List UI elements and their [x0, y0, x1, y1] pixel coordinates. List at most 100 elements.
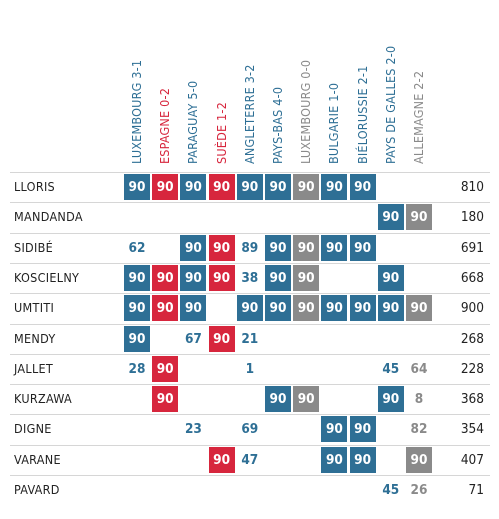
minutes-cell: 90 [124, 325, 150, 352]
minutes-cell: 67 [184, 330, 202, 347]
minutes-cell: 90 [377, 264, 404, 291]
player-name: KURZAWA [14, 391, 73, 407]
player-name: JALLET [14, 360, 54, 376]
minutes-cell: 90 [321, 174, 348, 200]
minutes-cell: 90 [406, 446, 432, 473]
player-name: SIDIBÉ [14, 239, 54, 255]
player-total: 668 [460, 269, 484, 286]
minutes-cell: 90 [152, 174, 179, 200]
player-name: UMTITI [14, 300, 55, 316]
player-name: LLORIS [14, 179, 55, 194]
minutes-cell: 90 [349, 295, 376, 322]
player-total: 900 [460, 300, 484, 317]
player-total: 810 [460, 179, 484, 195]
minutes-cell: 47 [241, 451, 259, 468]
minutes-cell: 90 [180, 174, 207, 200]
minutes-cell: 90 [152, 264, 179, 291]
minutes-cell: 90 [321, 416, 348, 443]
minutes-cell: 62 [128, 239, 146, 256]
minutes-cell: 90 [208, 174, 235, 200]
minutes-cell: 1 [245, 360, 255, 377]
player-name: VARANE [14, 451, 61, 467]
minutes-cell: 28 [128, 360, 146, 377]
minutes-cell: 90 [208, 234, 235, 261]
minutes-cell: 90 [377, 204, 404, 231]
minutes-cell: 90 [321, 295, 348, 322]
row-separator [10, 232, 490, 234]
minutes-cell: 90 [236, 174, 263, 200]
row-separator [10, 202, 490, 204]
minutes-cell: 21 [241, 330, 259, 347]
player-name: PAVARD [14, 482, 60, 497]
minutes-cell: 90 [349, 416, 376, 443]
player-total: 228 [460, 360, 484, 377]
minutes-cell: 90 [349, 174, 376, 200]
minutes-cell: 90 [349, 234, 376, 261]
player-name: MANDANDA [14, 209, 83, 225]
player-name: KOSCIELNY [14, 269, 80, 285]
minutes-cell: 90 [321, 446, 348, 473]
minutes-cell: 90 [180, 264, 207, 291]
row-separator [10, 444, 490, 446]
minutes-cell: 90 [377, 386, 404, 413]
match-header: LUXEMBOURG 0-0 [298, 59, 314, 164]
player-total: 71 [468, 482, 484, 498]
player-total: 354 [460, 421, 484, 438]
minutes-cell: 90 [265, 386, 291, 413]
row-separator [10, 475, 490, 476]
player-total: 368 [460, 391, 484, 408]
minutes-cell: 90 [406, 204, 432, 231]
minutes-cell: 90 [180, 234, 207, 261]
player-total: 180 [460, 209, 484, 226]
minutes-cell: 90 [293, 386, 320, 413]
minutes-cell: 38 [241, 269, 259, 286]
match-header: BIÉLORUSSIE 2-1 [354, 65, 370, 164]
player-total: 691 [460, 239, 484, 256]
minutes-cell: 90 [293, 234, 320, 261]
minutes-cell: 90 [152, 355, 179, 382]
match-header: SUÈDE 1-2 [213, 102, 229, 164]
match-header: PAYS DE GALLES 2-0 [382, 45, 398, 164]
match-header: ESPAGNE 0-2 [157, 87, 173, 164]
minutes-cell: 82 [410, 421, 428, 438]
minutes-cell: 90 [406, 295, 432, 322]
minutes-cell: 90 [293, 264, 320, 291]
minutes-cell: 90 [321, 234, 348, 261]
minutes-cell: 90 [152, 295, 179, 322]
row-separator [10, 384, 490, 386]
match-header: LUXEMBOURG 3-1 [129, 59, 144, 164]
minutes-cell: 45 [382, 360, 400, 377]
minutes-cell: 23 [184, 421, 202, 438]
match-header: BULGARIE 1-0 [326, 82, 342, 164]
minutes-cell: 90 [208, 446, 235, 473]
player-total: 407 [460, 451, 484, 468]
row-separator [10, 293, 490, 295]
minutes-cell: 90 [124, 174, 150, 200]
minutes-cell: 8 [414, 391, 424, 408]
minutes-cell: 90 [293, 174, 320, 200]
minutes-cell: 90 [265, 295, 291, 322]
minutes-cell: 89 [241, 239, 259, 256]
minutes-cell: 90 [293, 295, 320, 322]
row-separator [10, 172, 490, 173]
row-separator [10, 353, 490, 355]
row-separator [10, 262, 490, 264]
minutes-cell: 90 [124, 264, 150, 291]
minutes-cell: 90 [377, 295, 404, 322]
match-header: PARAGUAY 5-0 [185, 80, 201, 164]
minutes-cell: 45 [382, 482, 400, 498]
minutes-cell: 90 [265, 174, 291, 200]
minutes-cell: 69 [241, 421, 259, 438]
minutes-cell: 90 [236, 295, 263, 322]
player-name: DIGNE [14, 421, 52, 437]
row-separator [10, 323, 490, 325]
match-header: ALLEMAGNE 2-2 [411, 70, 426, 164]
match-header: PAYS-BAS 4-0 [270, 86, 285, 164]
match-header: ANGLETERRE 3-2 [241, 64, 257, 164]
row-separator [10, 414, 490, 416]
minutes-cell: 90 [180, 295, 207, 322]
minutes-cell: 90 [265, 264, 291, 291]
minutes-cell: 26 [410, 482, 428, 498]
minutes-cell: 90 [208, 325, 235, 352]
